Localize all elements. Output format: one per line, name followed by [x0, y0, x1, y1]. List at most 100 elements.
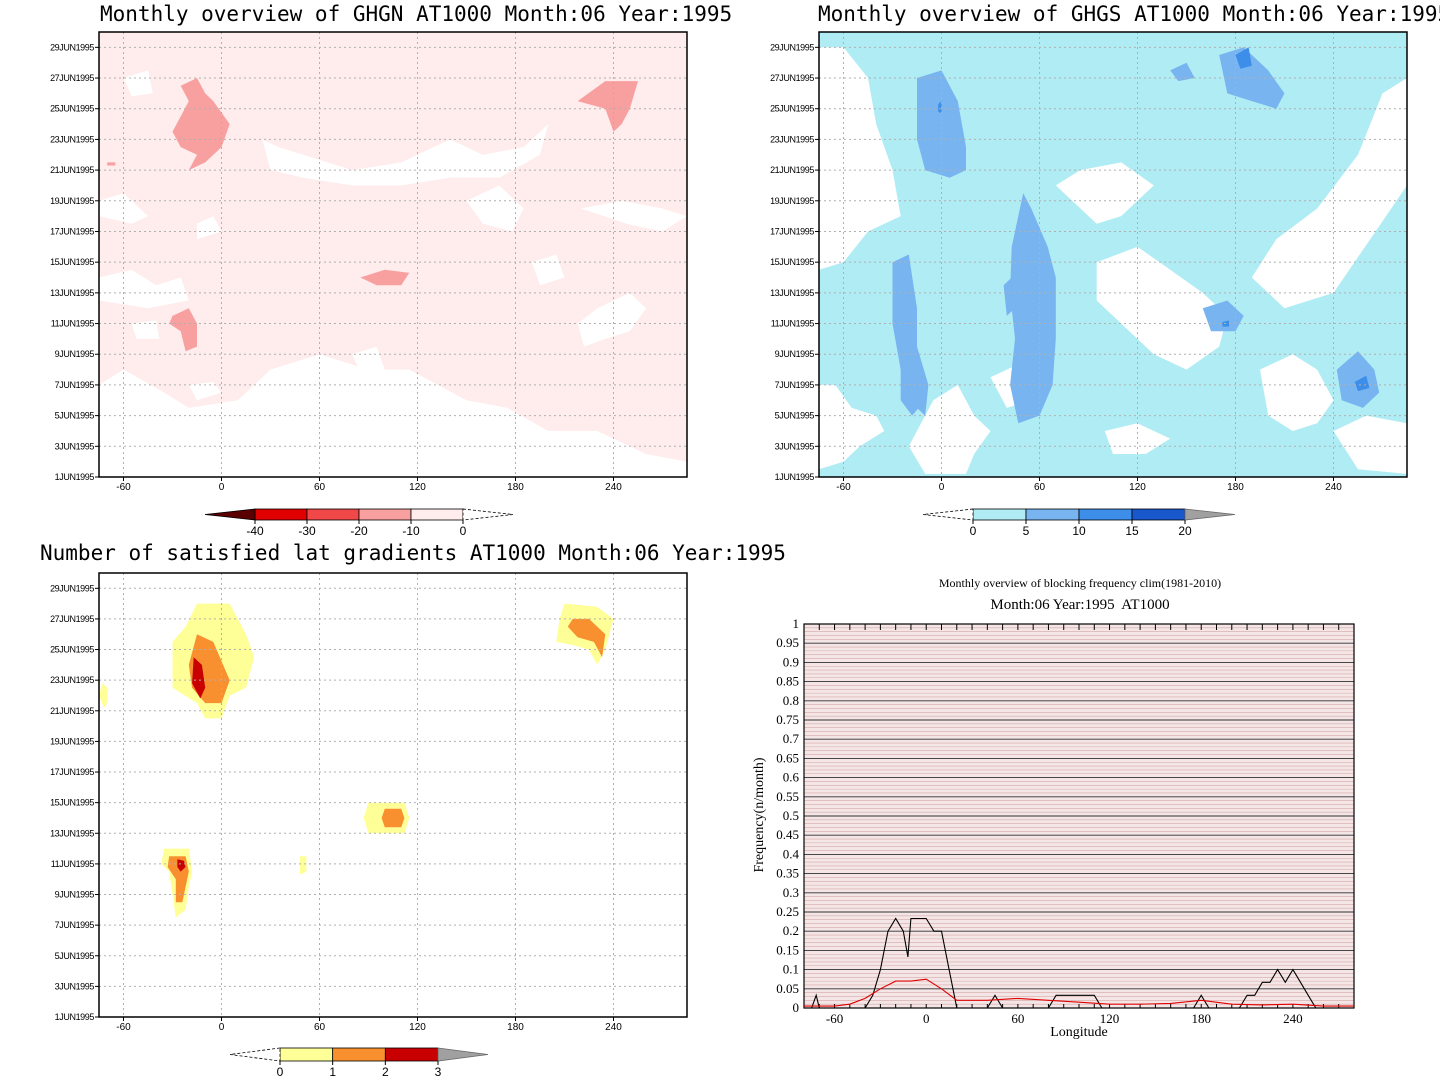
ghgn-white-region: [466, 185, 524, 232]
ghgs-xtick-label: 120: [1129, 482, 1146, 493]
gradients-ytick-label: 13JUN1995: [50, 828, 94, 838]
ghgn-colorbar-box: [410, 508, 464, 521]
gradients-panel: Number of satisfied lat gradients AT1000…: [0, 541, 786, 1091]
ghgs-panel: Monthly overview of GHGS AT1000 Month:06…: [720, 0, 1440, 545]
ghgn-level-blob: [107, 162, 116, 166]
blocking-ytick-label: 0.9: [783, 654, 799, 669]
blocking-xtick-label: 240: [1283, 1011, 1303, 1026]
ghgs-plot: 1JUN1995 3JUN1995 5JUN1995 7JUN1995 9JUN1995…: [770, 31, 1408, 538]
blocking-ytick-label: 0.7: [783, 731, 800, 746]
gradients-ytick-label: 29JUN1995: [50, 583, 94, 593]
blocking-climatology-line: [804, 978, 1354, 1007]
gradients-ytick-label: 25JUN1995: [50, 645, 94, 655]
gradients-ytick-label: 5JUN1995: [55, 951, 95, 961]
blocking-ytick-label: 0.45: [776, 827, 799, 842]
gradients-level2-region: [381, 808, 405, 828]
ghgn-ytick-label: 13JUN1995: [50, 288, 94, 298]
ghgn-colorbar-label: -20: [350, 524, 368, 538]
ghgn-ytick-label: 25JUN1995: [50, 104, 94, 114]
ghgs-ytick-label: 13JUN1995: [770, 288, 814, 298]
ghgs-xtick-label: 240: [1325, 482, 1342, 493]
ghgs-white-region: [1333, 415, 1407, 474]
ghgn-ytick-label: 17JUN1995: [50, 226, 94, 236]
ghgn-xtick-label: 0: [219, 482, 225, 493]
ghgn-frame: [98, 31, 688, 478]
blocking-ytick-label: 0.15: [776, 942, 799, 957]
ghgn-ytick-label: 29JUN1995: [50, 42, 94, 52]
ghgn-colorbar-label: -40: [246, 524, 264, 538]
ghgs-white-region: [1096, 246, 1228, 370]
gradients-ytick-label: 17JUN1995: [50, 767, 94, 777]
ghgn-xtick-label: 240: [605, 482, 622, 493]
ghgn-colorbar-label: 0: [460, 524, 467, 538]
gradients-xtick-label: 240: [605, 1022, 622, 1033]
ghgn-ytick-label: 15JUN1995: [50, 257, 94, 267]
ghgn-white-region: [131, 320, 160, 339]
ghgn-ytick-label: 23JUN1995: [50, 134, 94, 144]
ghgs-colorbar-left-triangle: [922, 508, 974, 521]
ghgs-level2-blob: [1235, 47, 1252, 69]
ghgn-white-region: [197, 216, 222, 240]
ghgs-colorbar-label: 10: [1072, 524, 1086, 538]
gradients-level3-region: [192, 657, 206, 699]
gradients-colorbar-label: 1: [329, 1065, 336, 1079]
ghgn-panel: Monthly overview of GHGN AT1000 Month:06…: [0, 0, 732, 545]
blocking-ytick-label: 0.3: [783, 885, 799, 900]
ghgs-ytick-label: 5JUN1995: [775, 411, 815, 421]
gradients-colorbar-left-triangle: [229, 1047, 281, 1062]
blocking-ytick-label: 0: [793, 1000, 800, 1015]
gradients-level2-region: [567, 618, 606, 658]
ghgn-plot: 1JUN1995 3JUN1995 5JUN1995 7JUN1995 9JUN1995…: [50, 31, 688, 538]
gradients-ytick-label: 9JUN1995: [55, 890, 95, 900]
ghgs-colorbar-right-triangle: [1184, 508, 1236, 521]
ghgn-white-region: [188, 381, 222, 401]
ghgs-ytick-label: 17JUN1995: [770, 226, 814, 236]
ghgs-ytick-label: 29JUN1995: [770, 42, 814, 52]
ghgn-ytick-label: 3JUN1995: [55, 441, 95, 451]
blocking-ytick-label: 0.8: [783, 693, 799, 708]
gradients-ytick-label: 19JUN1995: [50, 736, 94, 746]
ghgn-level-blob: [360, 269, 410, 286]
ghgs-white-region: [1260, 354, 1334, 431]
ghgs-ytick-label: 7JUN1995: [775, 380, 815, 390]
blocking-ytick-label: 0.55: [776, 789, 799, 804]
ghgn-white-region: [577, 292, 647, 347]
gradients-xtick-label: 60: [314, 1022, 326, 1033]
blocking-ytick-label: 1: [793, 616, 800, 631]
ghgn-white-region: [352, 346, 385, 373]
ghgs-xtick-label: 0: [939, 482, 945, 493]
blocking-xtick-label: 60: [1011, 1011, 1024, 1026]
ghgs-xtick-label: 180: [1227, 482, 1244, 493]
ghgn-xtick-label: 120: [409, 482, 426, 493]
ghgs-level-blob: [1003, 277, 1015, 316]
ghgs-ytick-label: 15JUN1995: [770, 257, 814, 267]
ghgs-ytick-label: 25JUN1995: [770, 104, 814, 114]
blocking-ytick-label: 0.6: [783, 770, 800, 785]
gradients-xtick-label: 180: [507, 1022, 524, 1033]
gradients-ytick-label: 23JUN1995: [50, 675, 94, 685]
ghgs-xtick-label: -60: [836, 482, 851, 493]
blocking-ytick-label: 0.95: [776, 635, 799, 650]
ghgn-white-region: [580, 200, 687, 232]
ghgn-ytick-label: 1JUN1995: [55, 472, 95, 482]
blocking-xtick-label: 0: [923, 1011, 930, 1026]
ghgs-white-region: [819, 384, 885, 470]
ghgs-frame: [818, 31, 1408, 478]
gradients-ytick-label: 27JUN1995: [50, 614, 94, 624]
gradients-ytick-label: 3JUN1995: [55, 981, 95, 991]
gradients-colorbar-right-triangle: [437, 1047, 489, 1062]
ghgn-white-region: [99, 269, 189, 309]
ghgs-ytick-label: 23JUN1995: [770, 134, 814, 144]
gradients-colorbar-label: 3: [435, 1065, 442, 1079]
ghgn-ytick-label: 27JUN1995: [50, 73, 94, 83]
ghgs-ytick-label: 19JUN1995: [770, 196, 814, 206]
blocking-ytick-label: 0.35: [776, 866, 799, 881]
gradients-plot: 1JUN1995 3JUN1995 5JUN1995 7JUN1995 9JUN1995…: [50, 572, 688, 1079]
blocking-frequency-line: [804, 917, 1354, 1009]
gradients-colorbar-box: [332, 1047, 386, 1062]
gradients-colorbar-label: 0: [277, 1065, 284, 1079]
blocking-ytick-label: 0.65: [776, 750, 799, 765]
ghgs-level-blob: [917, 70, 966, 178]
ghgn-colorbar-right-triangle: [462, 508, 514, 521]
ghgs-level2-blob: [938, 101, 942, 114]
